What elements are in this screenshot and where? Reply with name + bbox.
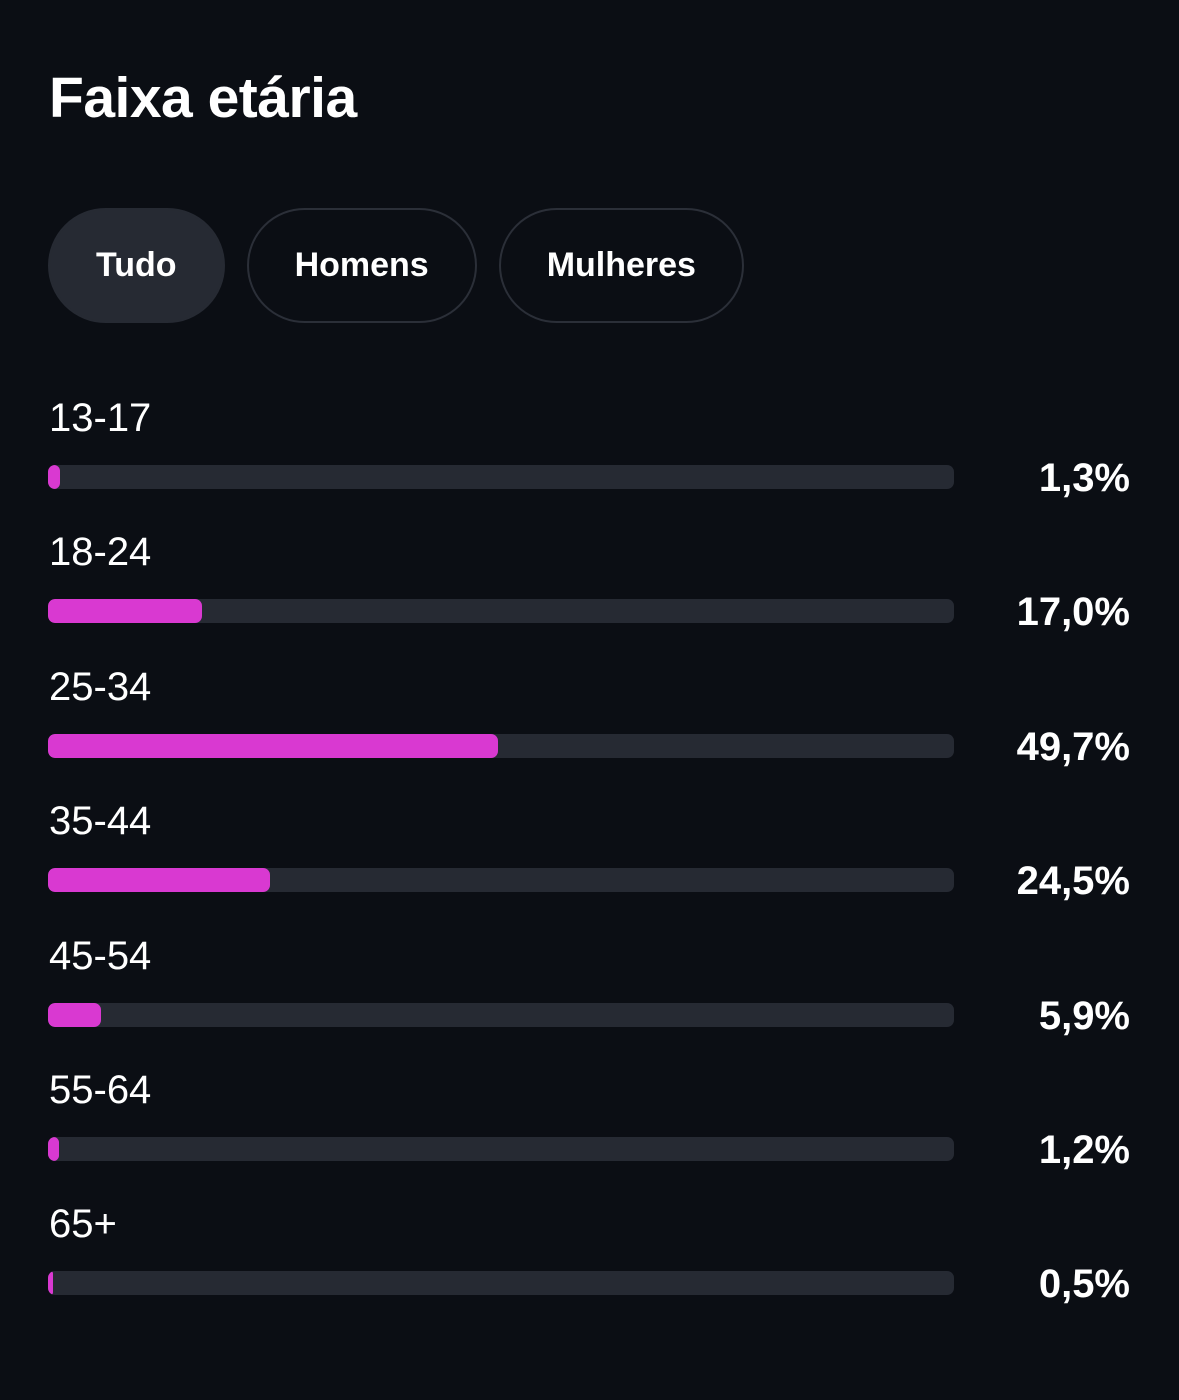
- bar-track: [48, 1002, 954, 1027]
- age-row: 13-17 1,3%: [48, 390, 1130, 524]
- tab-mulheres[interactable]: Mulheres: [498, 208, 744, 323]
- bar-track: [48, 1271, 954, 1296]
- bar-track: [48, 1136, 954, 1161]
- tab-homens[interactable]: Homens: [246, 208, 477, 323]
- age-range-label: 25-34: [49, 664, 152, 709]
- age-range-chart: 13-17 1,3% 18-24 17,0% 25-34 49,7% 35-44 24,5% 4…: [48, 390, 1130, 1331]
- age-range-label: 45-54: [49, 933, 152, 978]
- tab-tudo[interactable]: Tudo: [48, 208, 225, 323]
- age-range-label: 35-44: [49, 799, 152, 844]
- age-row: 65+ 0,5%: [48, 1196, 1130, 1330]
- bar-fill: [48, 1136, 59, 1161]
- bar-fill: [48, 1271, 53, 1296]
- age-row: 55-64 1,2%: [48, 1062, 1130, 1196]
- bar-fill: [48, 1002, 102, 1027]
- bar-fill: [48, 868, 270, 893]
- bar-track: [48, 465, 954, 489]
- age-row: 35-44 24,5%: [48, 793, 1130, 927]
- age-range-label: 18-24: [49, 530, 152, 575]
- bar-track: [48, 733, 954, 758]
- bar-track: [48, 599, 954, 624]
- age-range-label: 13-17: [49, 396, 152, 440]
- filter-tabs: Tudo Homens Mulheres: [48, 208, 744, 323]
- age-range-label: 55-64: [49, 1067, 152, 1112]
- age-row: 25-34 49,7%: [48, 659, 1130, 793]
- percentage-value: 1,3%: [1038, 456, 1130, 500]
- bar-track: [48, 868, 954, 893]
- percentage-value: 0,5%: [1038, 1262, 1130, 1307]
- percentage-value: 1,2%: [1038, 1127, 1130, 1172]
- percentage-value: 5,9%: [1038, 993, 1130, 1038]
- percentage-value: 49,7%: [1016, 724, 1130, 769]
- bar-fill: [48, 465, 60, 489]
- age-row: 18-24 17,0%: [48, 524, 1130, 658]
- bar-fill: [48, 599, 203, 624]
- age-row: 45-54 5,9%: [48, 928, 1130, 1062]
- bar-fill: [48, 733, 499, 758]
- page-title: Faixa etária: [49, 66, 357, 130]
- percentage-value: 17,0%: [1016, 590, 1130, 635]
- percentage-value: 24,5%: [1016, 859, 1130, 904]
- age-range-label: 65+: [49, 1202, 117, 1247]
